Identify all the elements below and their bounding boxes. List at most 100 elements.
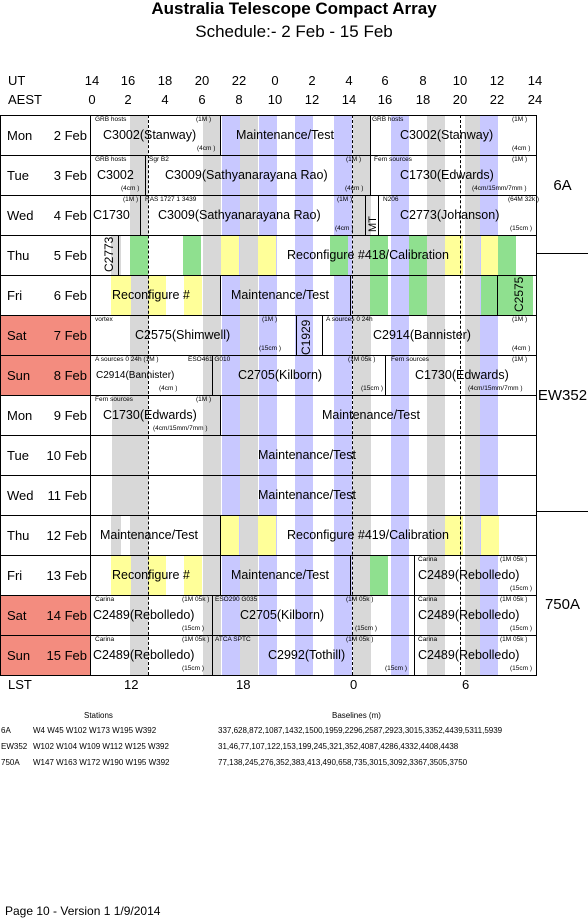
array-stations: W147 W163 W172 W190 W195 W392 <box>33 758 170 767</box>
time-band <box>295 555 313 595</box>
lst-tick: 12 <box>124 677 139 692</box>
row-divider <box>0 275 537 276</box>
time-band <box>240 595 258 635</box>
block-divider <box>365 195 366 235</box>
time-band <box>240 515 258 555</box>
day-of-week: Wed <box>7 207 34 223</box>
row-divider <box>0 235 537 236</box>
time-band <box>391 475 409 515</box>
source-note: RAS 1727 1 3439 <box>145 196 197 203</box>
block-divider <box>220 275 221 315</box>
time-band <box>259 195 277 235</box>
time-band <box>222 555 240 595</box>
time-band <box>222 475 240 515</box>
time-band <box>130 555 148 595</box>
source-note: (15cm ) <box>182 625 205 632</box>
time-band <box>391 195 409 235</box>
source-note: Carina <box>95 636 115 643</box>
time-band <box>391 395 409 435</box>
entry-c1730: C1730 <box>93 208 130 222</box>
time-band <box>258 235 276 275</box>
lst-marker <box>352 115 353 675</box>
day-date: 6 Feb <box>53 287 87 303</box>
time-band <box>259 275 277 315</box>
ut-tick: 10 <box>452 73 468 88</box>
time-band <box>295 515 313 555</box>
source-note: (4cm ) <box>159 385 178 392</box>
block-divider <box>350 555 351 595</box>
entry-c2489-rebolledo: C2489(Rebolledo) <box>418 608 520 622</box>
time-band <box>259 395 277 435</box>
time-band <box>427 155 445 195</box>
ut-tick: 4 <box>345 73 353 88</box>
block-divider <box>322 315 323 355</box>
block-divider <box>370 155 371 195</box>
source-note: GRB hosts <box>95 156 127 163</box>
block-divider <box>296 315 297 355</box>
day-of-week: Thu <box>7 527 30 543</box>
time-band <box>480 195 498 235</box>
day-label: Fri 13 Feb <box>0 555 90 595</box>
day-date: 11 Feb <box>47 487 87 503</box>
ut-label: UT <box>8 73 26 88</box>
row-divider <box>0 195 537 196</box>
block-divider <box>414 595 415 635</box>
day-of-week: Fri <box>7 567 23 583</box>
day-of-week: Sat <box>7 327 27 343</box>
config-divider <box>537 253 588 254</box>
page-subtitle: Schedule:- 2 Feb - 15 Feb <box>195 22 393 41</box>
time-band <box>295 195 313 235</box>
time-band <box>183 235 201 275</box>
time-band <box>334 115 352 155</box>
block-divider <box>378 195 379 235</box>
time-band <box>259 555 277 595</box>
time-band <box>130 435 148 475</box>
source-note: Carina <box>418 636 438 643</box>
day-label: Sat 7 Feb <box>0 315 90 355</box>
time-band <box>353 595 371 635</box>
entry-maintenance: Maintenance/Test <box>322 408 420 422</box>
day-of-week: Wed <box>7 487 34 503</box>
source-note: (4cm ) <box>512 345 531 352</box>
entry-maintenance: Maintenance/Test <box>231 288 329 302</box>
time-band <box>222 635 240 675</box>
aest-tick: 18 <box>415 92 431 107</box>
time-band <box>498 235 516 275</box>
time-band <box>203 195 221 235</box>
time-band <box>184 555 202 595</box>
time-band <box>240 555 258 595</box>
time-band <box>148 275 166 315</box>
source-note: (4cm/15mm/7mm ) <box>472 185 527 192</box>
time-band <box>334 595 352 635</box>
time-band <box>222 595 240 635</box>
block-divider <box>220 395 221 435</box>
source-note: (1M ) <box>512 156 528 163</box>
entry-c3009: C3009(Sathyanarayana Rao) <box>158 208 321 222</box>
source-note: ESO461 G010 <box>188 356 231 363</box>
entry-reconfigure-419: Reconfigure #419/Calibration <box>287 528 449 542</box>
time-band <box>427 315 445 355</box>
time-band <box>334 555 352 595</box>
time-band <box>295 475 313 515</box>
time-band <box>221 515 239 555</box>
time-band <box>427 555 445 595</box>
entry-reconfigure-418: Reconfigure #418/Calibration <box>287 248 449 262</box>
time-band <box>259 315 277 355</box>
block-divider <box>118 235 119 275</box>
time-band <box>334 395 352 435</box>
entry-c1730-edwards: C1730(Edwards) <box>415 368 509 382</box>
ut-tick: 22 <box>231 73 247 88</box>
source-note: (1M 05k ) <box>346 596 374 603</box>
aest-tick: 24 <box>527 92 543 107</box>
time-band <box>130 635 148 675</box>
source-note: (15cm ) <box>259 345 282 352</box>
time-band <box>222 395 240 435</box>
source-note: (1M 05k ) <box>500 556 528 563</box>
time-band <box>427 515 445 555</box>
source-note: GRB hosts <box>95 116 127 123</box>
ut-tick: 12 <box>489 73 505 88</box>
ut-tick: 14 <box>84 73 100 88</box>
entry-reconfigure: Reconfigure # <box>112 288 190 302</box>
time-band <box>480 395 498 435</box>
day-date: 3 Feb <box>53 167 87 183</box>
